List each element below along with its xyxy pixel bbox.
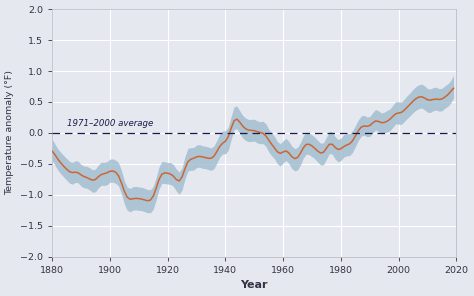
Y-axis label: Temperature anomaly (°F): Temperature anomaly (°F) xyxy=(6,70,15,195)
Text: 1971–2000 average: 1971–2000 average xyxy=(66,119,153,128)
X-axis label: Year: Year xyxy=(240,280,268,290)
